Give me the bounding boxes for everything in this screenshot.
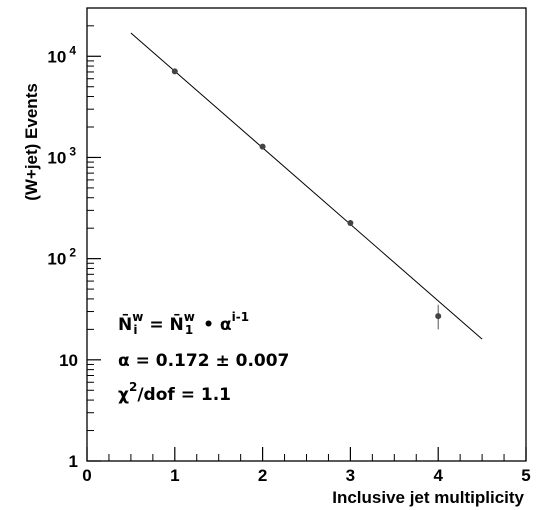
formula-dot: • α: [197, 315, 231, 335]
y-tick-base-2: 10: [47, 250, 66, 269]
y-tick-base-1: 10: [59, 351, 78, 370]
formula-power: i-1: [232, 310, 249, 324]
fit-formula: N̄w i = N̄w 1 • αi-1: [118, 310, 249, 337]
x-tick-label-4: 4: [433, 466, 443, 485]
data-points: [171, 68, 442, 330]
data-point-2: [347, 220, 354, 227]
y-tick-label-1: 10: [59, 351, 78, 370]
y-tick-label-4: 10 4: [47, 43, 76, 66]
fit-line: [130, 32, 483, 340]
formula-lhs: N̄: [118, 313, 132, 335]
y-tick-exp-4: 4: [69, 43, 76, 57]
x-tick-label-5: 5: [521, 466, 530, 485]
x-tick-label-3: 3: [346, 466, 355, 485]
chi-rest: /dof = 1.1: [137, 385, 231, 405]
axis-ticks: [86, 7, 527, 462]
formula-rhs-sup: w: [184, 310, 195, 324]
y-tick-base-4: 10: [47, 47, 66, 66]
x-tick-label-2: 2: [258, 466, 267, 485]
y-tick-label-2: 10 2: [47, 246, 76, 269]
data-point-0: [171, 68, 178, 75]
formula-eq: =: [143, 315, 169, 335]
chi-symbol: χ: [118, 385, 129, 405]
x-tick-label-1: 1: [170, 466, 179, 485]
formula-rhs-sub: 1: [185, 323, 193, 337]
alpha-value: α = 0.172 ± 0.007: [118, 351, 289, 371]
y-tick-base-0: 1: [69, 452, 78, 471]
y-tick-exp-2: 2: [69, 246, 76, 260]
data-point-1: [259, 143, 266, 150]
y-tick-exp-3: 3: [69, 144, 76, 158]
x-axis-title: Inclusive jet multiplicity: [332, 488, 524, 507]
formula-lhs-sup: w: [132, 310, 143, 324]
formula-rhs: N̄: [170, 313, 184, 335]
y-tick-label-0: 1: [69, 452, 78, 471]
data-point-3: [435, 313, 442, 320]
formula-lhs-sub: i: [133, 323, 137, 337]
y-tick-base-3: 10: [47, 148, 66, 167]
x-tick-label-0: 0: [82, 466, 91, 485]
x-tick-labels: 0 1 2 3 4 5: [82, 466, 530, 485]
chi-sup: 2: [129, 380, 137, 394]
y-axis-title: (W+jet) Events: [22, 83, 41, 201]
chi2-dof: χ2/dof = 1.1: [118, 380, 231, 405]
y-tick-label-3: 10 3: [47, 144, 76, 167]
